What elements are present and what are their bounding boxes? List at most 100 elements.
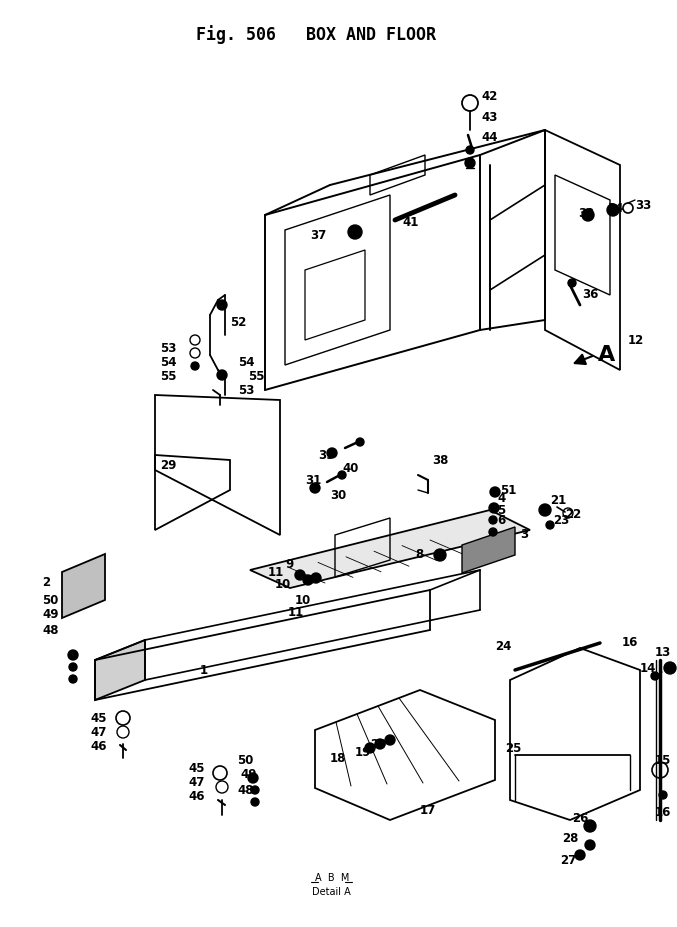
Circle shape bbox=[191, 362, 199, 370]
Circle shape bbox=[348, 225, 362, 239]
Text: 1: 1 bbox=[200, 664, 208, 677]
Text: 33: 33 bbox=[635, 198, 651, 211]
Text: 11: 11 bbox=[288, 605, 304, 618]
Text: 10: 10 bbox=[295, 593, 311, 606]
Text: 32: 32 bbox=[578, 207, 594, 220]
Circle shape bbox=[466, 146, 474, 154]
Circle shape bbox=[582, 209, 594, 221]
Text: 52: 52 bbox=[230, 315, 246, 328]
Text: 27: 27 bbox=[560, 854, 576, 867]
Text: 16: 16 bbox=[622, 636, 638, 649]
Text: 48: 48 bbox=[42, 624, 58, 637]
Text: 16: 16 bbox=[655, 806, 672, 819]
Polygon shape bbox=[250, 510, 530, 588]
Text: 30: 30 bbox=[330, 489, 346, 502]
Text: 22: 22 bbox=[565, 509, 582, 522]
Text: 14: 14 bbox=[640, 662, 657, 675]
Circle shape bbox=[575, 850, 585, 860]
Text: 2: 2 bbox=[42, 576, 50, 589]
Text: Fig. 506   BOX AND FLOOR: Fig. 506 BOX AND FLOOR bbox=[196, 25, 437, 44]
Circle shape bbox=[664, 662, 676, 674]
Circle shape bbox=[539, 504, 551, 516]
Text: 43: 43 bbox=[481, 110, 498, 123]
Circle shape bbox=[585, 840, 595, 850]
Text: 19: 19 bbox=[355, 745, 372, 758]
Text: 49: 49 bbox=[240, 768, 257, 781]
Circle shape bbox=[489, 528, 497, 536]
Text: 10: 10 bbox=[275, 578, 291, 590]
Circle shape bbox=[375, 739, 385, 749]
Text: 29: 29 bbox=[160, 459, 177, 472]
Circle shape bbox=[248, 773, 258, 783]
Circle shape bbox=[303, 575, 313, 585]
Text: 6: 6 bbox=[497, 514, 505, 527]
Circle shape bbox=[365, 743, 375, 753]
Text: 9: 9 bbox=[285, 558, 293, 572]
Circle shape bbox=[251, 798, 259, 806]
Text: 12: 12 bbox=[628, 334, 645, 347]
Text: 13: 13 bbox=[655, 645, 672, 658]
Circle shape bbox=[465, 158, 475, 168]
Text: 51: 51 bbox=[500, 484, 517, 497]
Circle shape bbox=[489, 516, 497, 524]
Text: 20: 20 bbox=[370, 739, 387, 752]
Circle shape bbox=[546, 521, 554, 529]
Text: 54: 54 bbox=[160, 355, 177, 369]
Text: 46: 46 bbox=[188, 790, 204, 803]
Circle shape bbox=[251, 786, 259, 794]
Text: 8: 8 bbox=[415, 549, 423, 562]
Text: 47: 47 bbox=[188, 776, 204, 789]
Text: 21: 21 bbox=[550, 493, 566, 506]
Polygon shape bbox=[62, 554, 105, 618]
Text: 42: 42 bbox=[481, 90, 498, 103]
Circle shape bbox=[659, 791, 667, 799]
Circle shape bbox=[356, 438, 364, 446]
Circle shape bbox=[434, 549, 446, 561]
Text: 53: 53 bbox=[238, 384, 255, 397]
Text: 49: 49 bbox=[42, 608, 58, 621]
Text: 50: 50 bbox=[42, 593, 58, 606]
Text: 41: 41 bbox=[402, 215, 418, 228]
Text: 53: 53 bbox=[160, 341, 177, 354]
Text: 48: 48 bbox=[237, 783, 253, 796]
Circle shape bbox=[584, 820, 596, 832]
Text: A: A bbox=[598, 345, 615, 365]
Text: 34: 34 bbox=[607, 201, 624, 214]
Text: 45: 45 bbox=[90, 712, 106, 725]
Text: 28: 28 bbox=[562, 832, 578, 844]
Circle shape bbox=[490, 487, 500, 497]
Text: 50: 50 bbox=[237, 754, 253, 767]
Circle shape bbox=[310, 483, 320, 493]
Circle shape bbox=[69, 675, 77, 683]
Text: 24: 24 bbox=[495, 640, 511, 653]
Text: 36: 36 bbox=[582, 288, 598, 301]
Text: 3: 3 bbox=[520, 528, 528, 541]
Circle shape bbox=[651, 672, 659, 680]
Polygon shape bbox=[95, 640, 145, 700]
Text: 15: 15 bbox=[655, 754, 672, 767]
Text: 39: 39 bbox=[318, 449, 334, 462]
Circle shape bbox=[295, 570, 305, 580]
Text: 26: 26 bbox=[572, 811, 588, 824]
Text: 25: 25 bbox=[505, 742, 521, 755]
Text: A  B  M: A B M bbox=[315, 873, 349, 883]
Circle shape bbox=[217, 370, 227, 380]
Circle shape bbox=[385, 735, 395, 745]
Text: Detail A: Detail A bbox=[312, 887, 351, 897]
Text: 23: 23 bbox=[553, 514, 569, 527]
Circle shape bbox=[68, 650, 78, 660]
Text: 31: 31 bbox=[305, 474, 322, 487]
Text: 17: 17 bbox=[420, 804, 436, 817]
Text: 37: 37 bbox=[310, 228, 326, 242]
Text: 38: 38 bbox=[432, 453, 448, 466]
Text: 5: 5 bbox=[497, 503, 505, 516]
Circle shape bbox=[69, 663, 77, 671]
Text: 11: 11 bbox=[268, 566, 284, 579]
Text: 46: 46 bbox=[90, 740, 106, 753]
Circle shape bbox=[607, 204, 619, 216]
Circle shape bbox=[568, 279, 576, 287]
Text: 18: 18 bbox=[330, 752, 347, 765]
Text: 40: 40 bbox=[342, 462, 358, 475]
Text: 47: 47 bbox=[90, 726, 106, 739]
Text: 55: 55 bbox=[160, 370, 177, 383]
